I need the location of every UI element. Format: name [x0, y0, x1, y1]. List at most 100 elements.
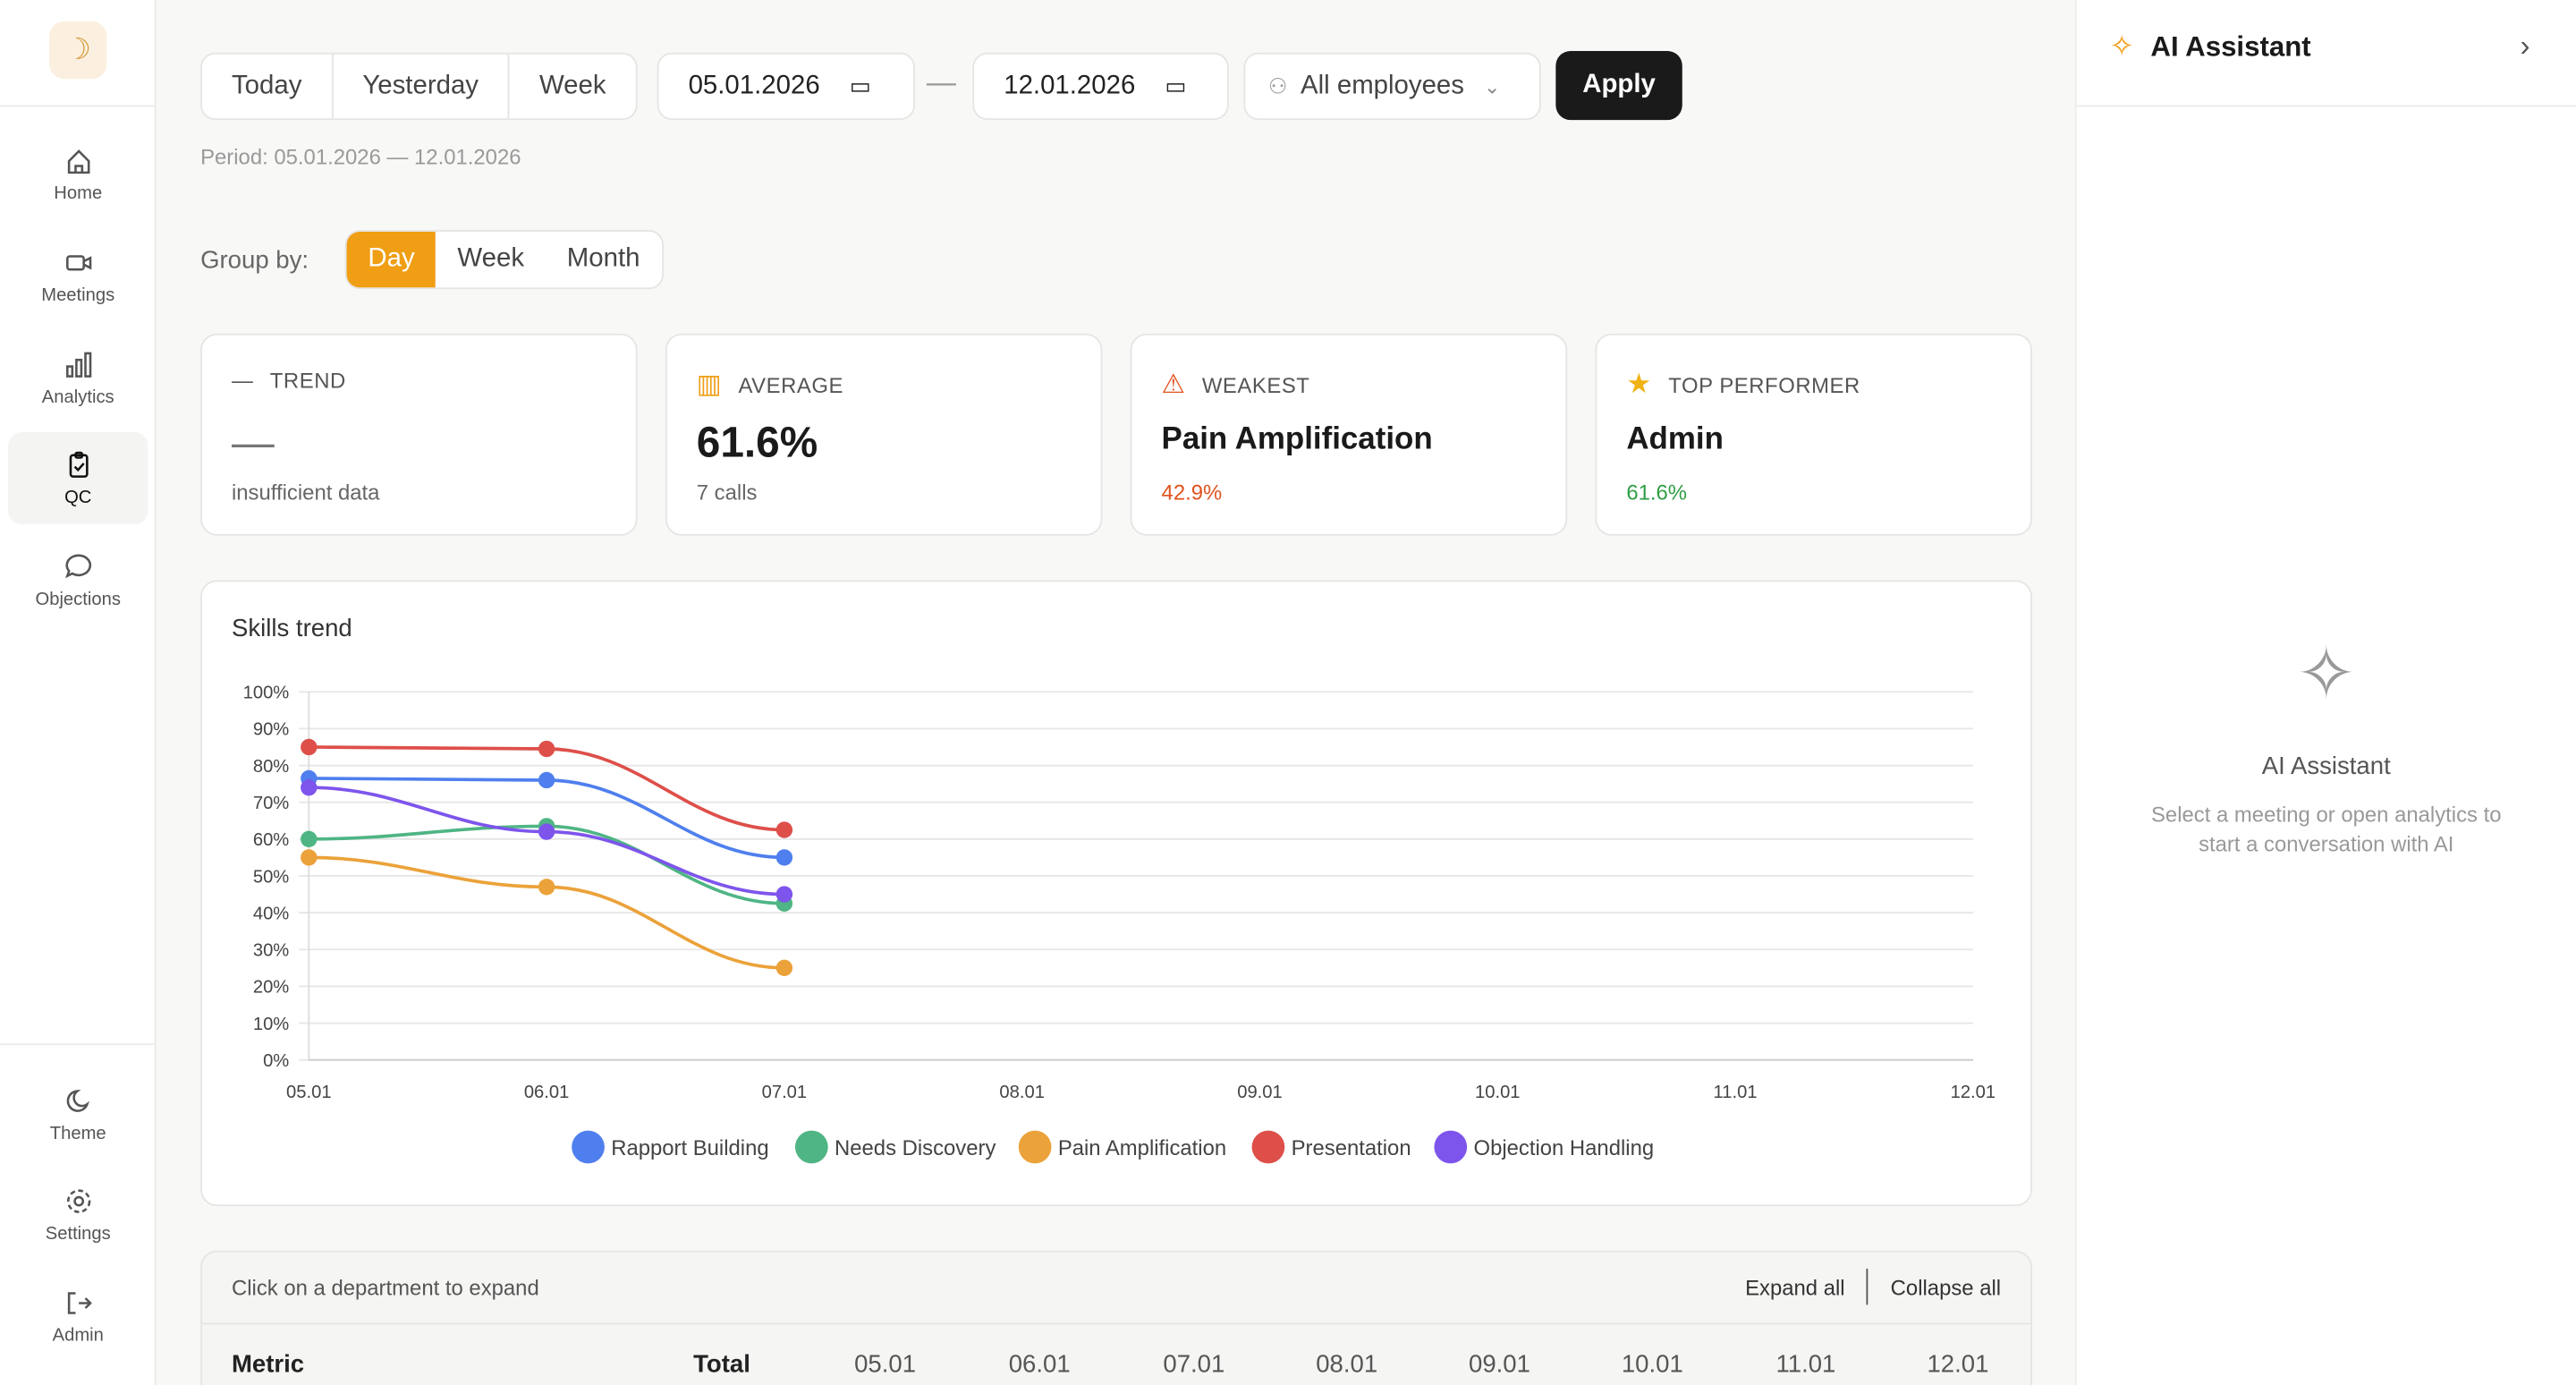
card-sub: 61.6% [1626, 480, 1688, 505]
collapse-all-button[interactable]: Collapse all [1890, 1275, 2002, 1300]
y-tick-label: 30% [253, 941, 289, 961]
data-point [775, 886, 793, 903]
legend-marker [1434, 1130, 1468, 1164]
data-point [775, 849, 793, 866]
gear-icon [66, 1189, 90, 1213]
legend-marker [1018, 1130, 1052, 1164]
message-icon [64, 554, 91, 579]
card-value: 61.6% [696, 417, 818, 467]
data-point [538, 879, 555, 896]
period-label: Period: 05.01.2026 — 12.01.2026 [200, 144, 521, 170]
qc-table: Click on a department to expand Expand a… [200, 1250, 2032, 1385]
card-label: TREND [269, 368, 346, 393]
column-header: 11.01 [1775, 1350, 1836, 1379]
series-line-presentation [309, 745, 784, 832]
card-label: WEAKEST [1201, 372, 1310, 397]
date-from-input[interactable]: 05.01.2026 ▭ [657, 52, 916, 121]
x-tick-label: 06.01 [524, 1083, 570, 1102]
legend-label: Objection Handling [1474, 1136, 1655, 1160]
data-point [775, 959, 793, 976]
quick-range-today[interactable]: Today [202, 54, 334, 119]
column-header: 09.01 [1469, 1350, 1530, 1379]
chevron-right-icon[interactable]: › [2520, 30, 2530, 63]
date-to-input[interactable]: 12.01.2026 ▭ [972, 52, 1229, 121]
legend-marker [572, 1130, 605, 1164]
data-point [538, 740, 555, 758]
employees-select[interactable]: ⚇ All employees ⌄ [1243, 52, 1541, 121]
column-header: Metric [231, 1350, 305, 1379]
date-separator: — [926, 65, 956, 99]
users-icon: ⚇ [1267, 72, 1288, 98]
sidebar-item-meetings[interactable]: Meetings [8, 230, 148, 322]
x-tick-label: 10.01 [1475, 1083, 1521, 1102]
stat-card-weakest: ⚠ WEAKEST Pain Amplification 42.9% [1130, 333, 1568, 536]
assistant-title: AI Assistant [2150, 30, 2311, 62]
y-tick-label: 50% [253, 867, 289, 887]
star-icon: ★ [1626, 368, 1652, 400]
data-point [775, 821, 793, 838]
sidebar-item-qc[interactable]: QC [8, 432, 148, 524]
sidebar-item-theme[interactable]: Theme [8, 1068, 148, 1160]
y-tick-label: 10% [253, 1015, 289, 1034]
group-by-month[interactable]: Month [566, 244, 640, 273]
skills-trend-card: Skills trend 0% 10% 20% 30% 40% 50% 60% 70% 80% 9… [200, 580, 2032, 1207]
card-sub: 7 calls [696, 480, 758, 505]
apply-button[interactable]: Apply [1555, 50, 1682, 121]
y-tick-label: 0% [263, 1051, 289, 1071]
sidebar-item-label: QC [64, 488, 92, 508]
dash-icon: — [231, 368, 254, 393]
main: Today Yesterday Week 05.01.2026 ▭ — 12.01.2… [157, 0, 2074, 1385]
calendar-icon: ▭ [1165, 72, 1187, 99]
assistant-empty-title: AI Assistant [2261, 752, 2391, 781]
column-header: 06.01 [1008, 1350, 1071, 1379]
y-tick-label: 80% [253, 757, 289, 777]
bar-chart-icon: ▥ [696, 371, 723, 400]
y-tick-label: 20% [253, 978, 289, 998]
legend-label: Needs Discovery [835, 1136, 996, 1160]
sidebar-item-label: Analytics [41, 387, 114, 408]
sidebar-item-settings[interactable]: Settings [8, 1168, 148, 1261]
data-point [301, 779, 318, 796]
column-header: Total [693, 1350, 750, 1379]
x-tick-label: 09.01 [1237, 1083, 1283, 1102]
moon-icon [65, 1090, 89, 1112]
sidebar-item-analytics[interactable]: Analytics [8, 332, 148, 424]
sidebar-item-admin[interactable]: Admin [8, 1270, 148, 1363]
ai-assistant-panel: ✧ AI Assistant › ✧ AI Assistant Select a… [2074, 0, 2576, 1385]
skills-trend-chart: 0% 10% 20% 30% 40% 50% 60% 70% 80% 90% 100% 05.01 06… [243, 684, 1996, 1164]
logo[interactable]: ☽ [49, 21, 107, 80]
legend-marker [1251, 1130, 1285, 1164]
sidebar-item-objections[interactable]: Objections [8, 534, 148, 626]
sidebar-item-label: Settings [45, 1224, 111, 1245]
data-point [301, 849, 318, 866]
sparkle-icon: ✧ [2109, 30, 2135, 63]
sidebar-item-label: Home [54, 183, 103, 204]
card-value: Admin [1626, 422, 1724, 457]
data-point [538, 771, 555, 789]
legend-marker [794, 1130, 828, 1164]
y-tick-label: 90% [253, 720, 289, 740]
legend-label: Pain Amplification [1058, 1136, 1226, 1160]
assistant-empty-text: Select a meeting or open analytics to st… [2150, 802, 2502, 856]
chart-title: Skills trend [231, 614, 352, 643]
sidebar-item-home[interactable]: Home [8, 128, 148, 220]
quick-range-yesterday[interactable]: Yesterday [333, 54, 510, 119]
expand-all-button[interactable]: Expand all [1745, 1275, 1845, 1300]
group-by-day[interactable]: Day [346, 231, 436, 288]
column-header: 10.01 [1621, 1350, 1683, 1379]
sidebar-item-label: Meetings [41, 285, 115, 306]
chevron-down-icon: ⌄ [1484, 74, 1501, 98]
x-tick-label: 12.01 [1951, 1083, 1996, 1102]
bar-chart-icon [65, 352, 91, 378]
video-icon [65, 255, 91, 271]
home-icon [66, 149, 89, 174]
stat-card-top-performer: ★ TOP PERFORMER Admin 61.6% [1595, 333, 2032, 536]
stat-card-trend: — TREND — insufficient data [200, 333, 638, 536]
data-point [301, 830, 318, 848]
card-value: — [231, 417, 275, 467]
y-tick-label: 60% [253, 830, 289, 850]
quick-range-week[interactable]: Week [538, 71, 606, 100]
group-by-week[interactable]: Week [457, 244, 525, 273]
y-tick-label: 40% [253, 904, 289, 923]
card-sub: 42.9% [1161, 480, 1223, 505]
